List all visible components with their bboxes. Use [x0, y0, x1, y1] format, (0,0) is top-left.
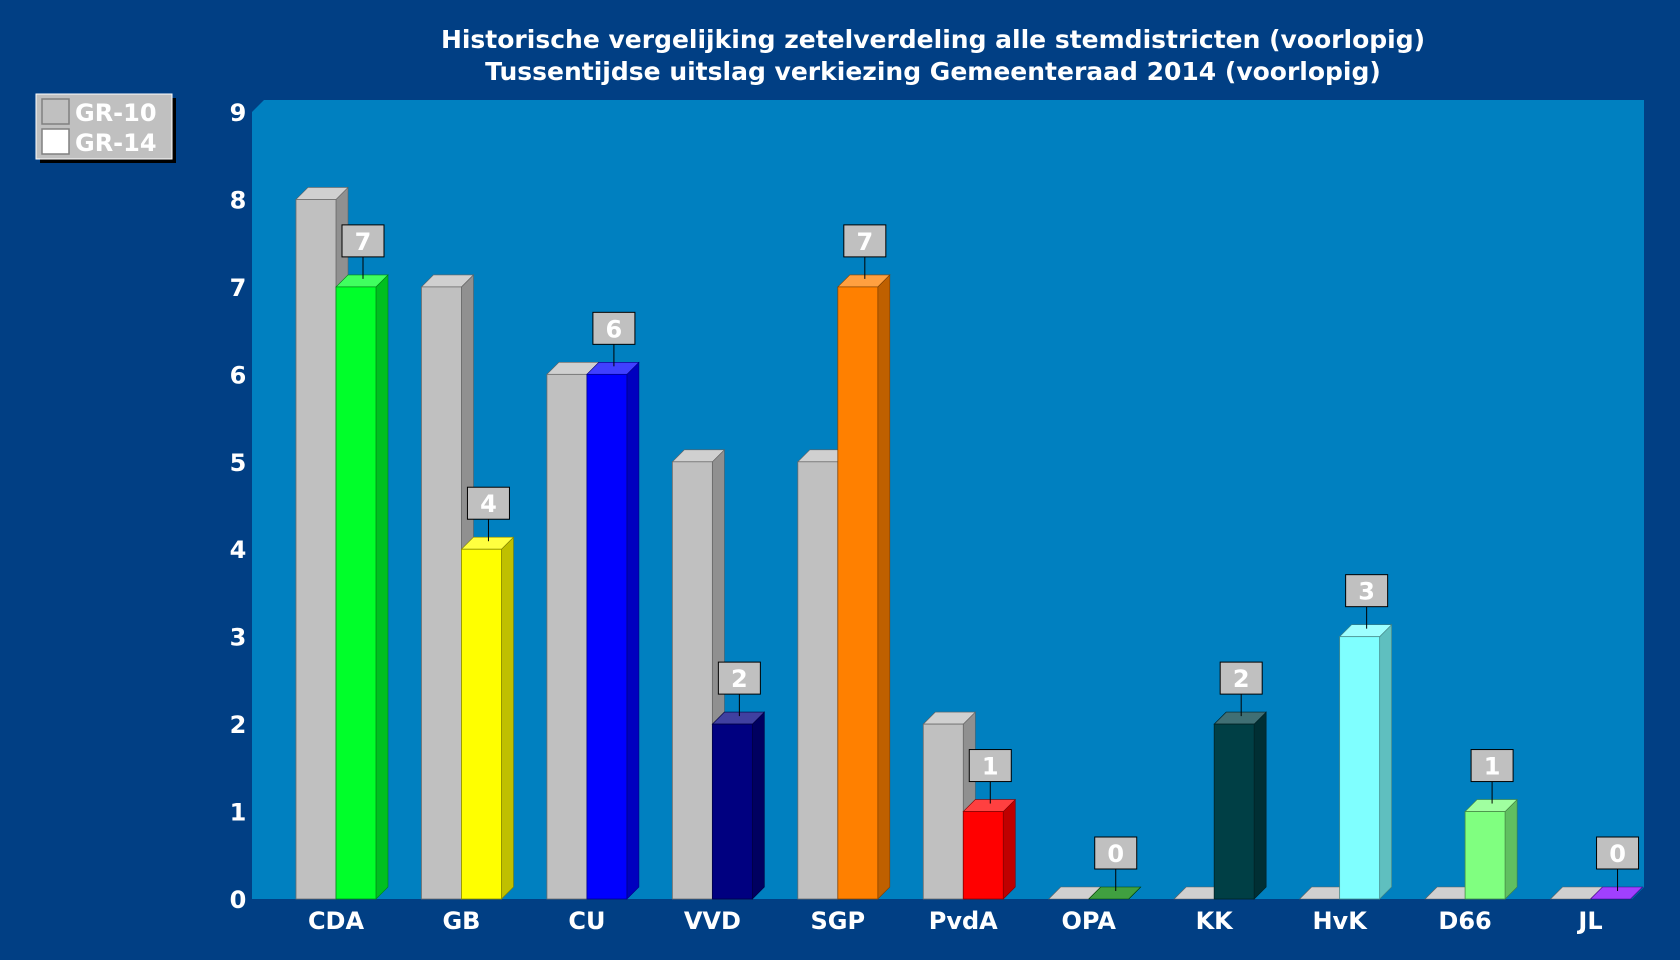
bar-GR-14 — [335, 274, 389, 900]
bar-GR-14 — [1589, 886, 1644, 900]
data-label-box — [717, 661, 761, 695]
bar-front — [1213, 723, 1255, 900]
chart-subtitle: Tussentijdse uitslag verkiezing Gemeente… — [485, 57, 1381, 86]
bar-side — [1253, 711, 1267, 900]
data-label: 6 — [606, 315, 623, 343]
data-label: 4 — [480, 490, 497, 518]
data-label: 3 — [1358, 578, 1375, 606]
x-tick-label: JL — [1576, 907, 1602, 935]
bar-front — [837, 286, 879, 900]
x-tick-label: VVD — [684, 907, 741, 935]
data-label-box — [341, 224, 385, 258]
data-label-box — [1596, 836, 1640, 870]
y-tick-label: 2 — [230, 711, 247, 739]
bar-front — [922, 723, 964, 900]
data-label: 2 — [731, 665, 748, 693]
bar-front — [1339, 636, 1381, 900]
y-tick-label: 3 — [230, 624, 247, 652]
data-label: 0 — [1107, 840, 1124, 868]
bar-GR-14 — [1213, 711, 1267, 900]
legend-swatch — [41, 128, 70, 155]
bar-top — [1088, 886, 1142, 900]
x-tick-label: HvK — [1312, 907, 1368, 935]
bar-side — [877, 274, 891, 900]
data-label-box — [466, 486, 510, 520]
plot-area: 0 1 2 3 4 5 6 7 8 9 7 CDA 4 GB 6 CU 2 VVD 7 SGP 1 PvdA 0 OPA 2 KK… — [230, 99, 1644, 935]
y-tick-label: 6 — [230, 361, 247, 389]
bar-GR-14 — [586, 361, 640, 900]
bar-front — [797, 461, 839, 900]
bar-front — [671, 461, 713, 900]
x-tick-label: CU — [568, 907, 605, 935]
bar-front — [586, 373, 628, 900]
bar-side — [1379, 623, 1392, 900]
bar-front — [295, 199, 337, 900]
bar-GR-14 — [1338, 623, 1393, 900]
y-tick-label: 1 — [230, 799, 247, 827]
data-label: 0 — [1609, 840, 1626, 868]
bar-front — [335, 286, 377, 900]
bar-side — [1504, 798, 1518, 900]
data-label-box — [592, 311, 636, 345]
bar-side — [375, 274, 389, 900]
x-tick-label: KK — [1196, 907, 1235, 935]
x-tick-label: SGP — [811, 907, 866, 935]
x-tick-label: GB — [442, 907, 480, 935]
bar-side — [1002, 798, 1016, 900]
x-tick-label: OPA — [1062, 907, 1117, 935]
data-label-box — [1094, 836, 1138, 870]
x-tick-label: PvdA — [929, 907, 998, 935]
y-tick-label: 5 — [230, 449, 247, 477]
y-tick-label: 8 — [230, 186, 247, 214]
bar-GR-14 — [711, 711, 766, 900]
bar-GR-14 — [460, 536, 515, 900]
bar-front — [1464, 811, 1506, 900]
bar-side — [501, 536, 514, 900]
bar-GR-10 — [420, 274, 475, 900]
bar-front — [546, 373, 588, 900]
data-label: 7 — [856, 228, 873, 256]
x-tick-label: CDA — [308, 907, 365, 935]
data-label: 1 — [1484, 753, 1501, 781]
bar-top — [1589, 886, 1644, 900]
data-label-box — [968, 749, 1012, 783]
data-label: 2 — [1233, 665, 1250, 693]
bar-GR-14 — [962, 798, 1016, 900]
bar-front — [962, 811, 1004, 900]
data-label: 1 — [982, 753, 999, 781]
bar-GR-14 — [1464, 798, 1518, 900]
chart-title: Historische vergelijking zetelverdeling … — [441, 25, 1425, 54]
y-tick-label: 0 — [230, 886, 247, 914]
data-label-box — [843, 224, 887, 258]
data-label: 7 — [355, 228, 372, 256]
bar-side — [626, 361, 640, 900]
y-tick-label: 7 — [230, 274, 247, 302]
y-tick-label: 9 — [230, 99, 247, 127]
bar-side — [752, 711, 765, 900]
bar-GR-14 — [1088, 886, 1142, 900]
data-label-box — [1470, 749, 1514, 783]
legend-label: GR-10 — [75, 99, 157, 127]
x-tick-label: D66 — [1438, 907, 1491, 935]
data-label-box — [1345, 574, 1389, 608]
y-tick-label: 4 — [230, 536, 247, 564]
bar-front — [711, 723, 753, 900]
bar-front — [461, 548, 502, 900]
bar-GR-14 — [837, 274, 891, 900]
data-label-box — [1219, 661, 1263, 695]
bar-front — [421, 286, 462, 900]
legend-swatch — [41, 98, 70, 125]
legend-label: GR-14 — [75, 129, 157, 157]
